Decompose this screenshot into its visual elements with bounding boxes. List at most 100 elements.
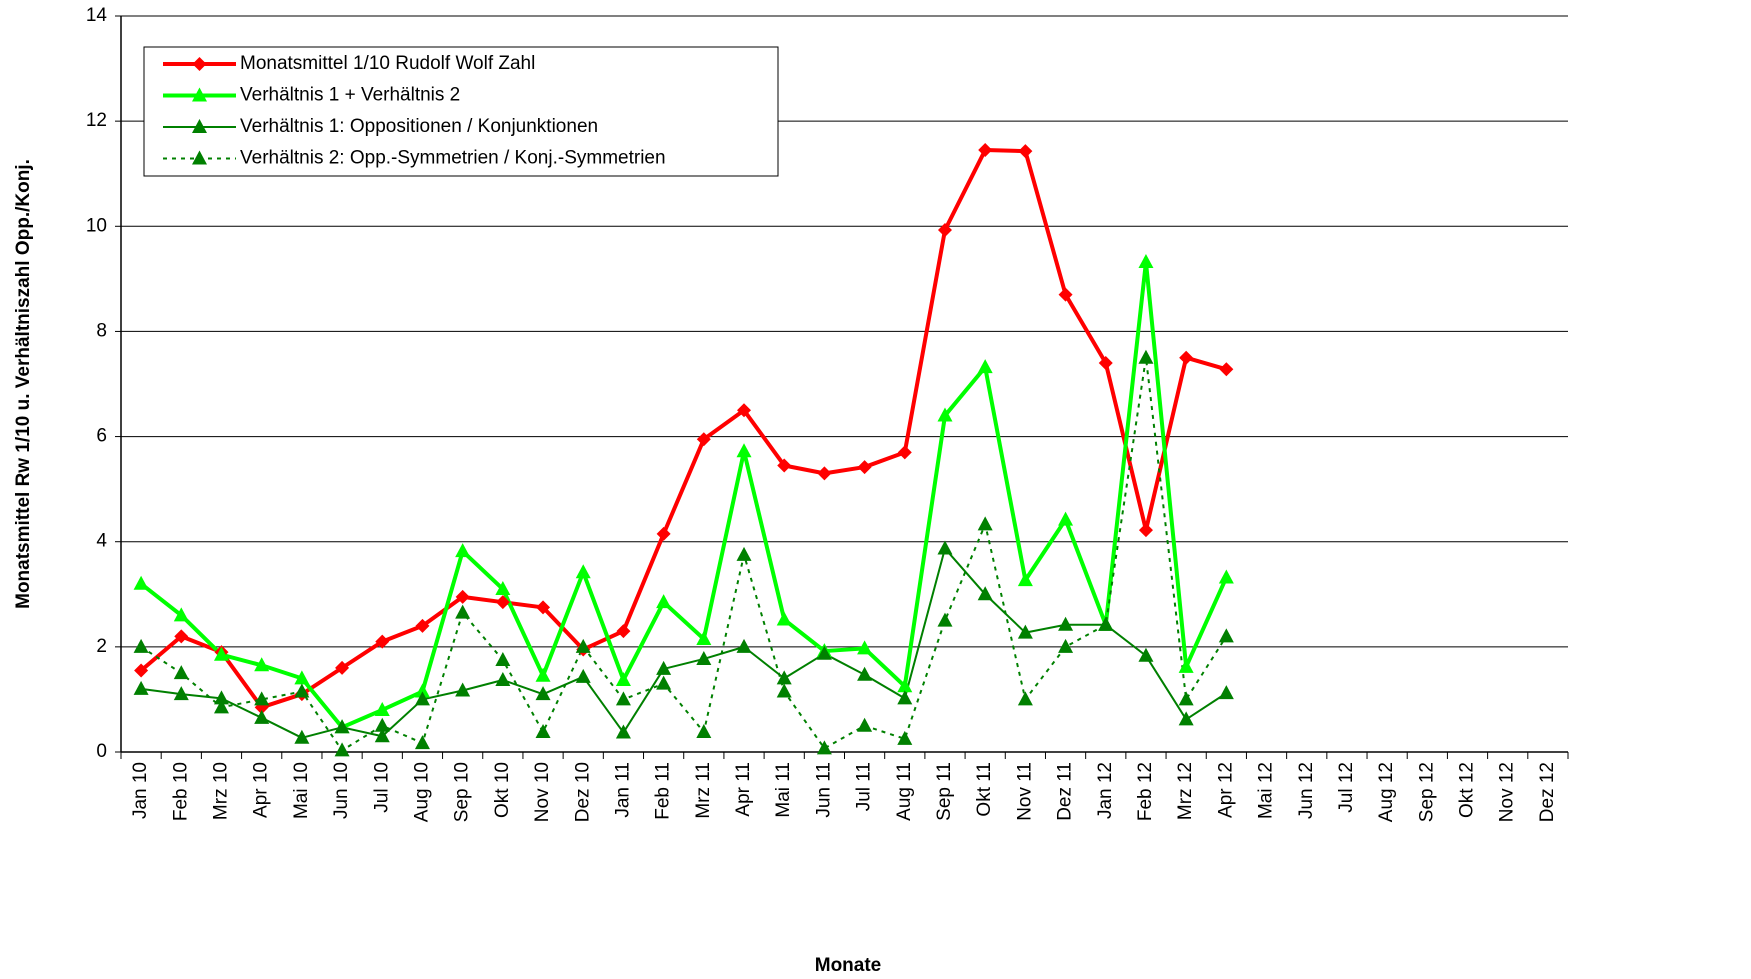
marker — [736, 443, 752, 458]
x-tick-label: Mrz 12 — [1175, 762, 1196, 820]
x-tick-label: Nov 12 — [1497, 762, 1518, 822]
legend-label: Verhältnis 1 + Verhältnis 2 — [240, 85, 460, 106]
marker — [1178, 711, 1194, 726]
marker — [455, 682, 471, 697]
marker — [897, 678, 913, 693]
marker — [1058, 616, 1074, 631]
marker — [294, 683, 310, 698]
x-tick-label: Sep 11 — [934, 762, 955, 821]
marker — [575, 668, 591, 683]
marker — [656, 660, 672, 675]
marker — [1218, 628, 1234, 643]
marker — [374, 717, 390, 732]
y-tick-label: 10 — [86, 215, 107, 236]
x-tick-label: Mai 10 — [291, 762, 312, 819]
x-tick-label: Apr 10 — [251, 762, 272, 818]
marker — [897, 445, 912, 460]
marker — [213, 690, 229, 705]
legend-label: Verhältnis 1: Oppositionen / Konjunktion… — [240, 116, 598, 137]
x-tick-label: Apr 11 — [733, 762, 754, 817]
series-line — [139, 148, 1227, 710]
y-tick-label: 4 — [96, 531, 107, 552]
marker — [375, 634, 390, 649]
x-tick-label: Aug 10 — [411, 762, 432, 822]
x-tick-label: Jul 10 — [371, 762, 392, 813]
marker — [455, 589, 470, 604]
marker — [535, 686, 551, 701]
marker — [615, 691, 631, 706]
marker — [937, 612, 953, 627]
marker — [897, 730, 913, 745]
marker — [696, 432, 711, 447]
marker — [133, 680, 149, 695]
marker — [335, 660, 350, 675]
marker — [696, 630, 712, 645]
x-tick-label: Dez 10 — [572, 762, 593, 822]
x-tick-label: Mrz 10 — [211, 762, 232, 820]
x-tick-label: Mai 12 — [1256, 762, 1277, 819]
marker — [173, 686, 189, 701]
y-tick-label: 2 — [96, 636, 107, 657]
marker — [1058, 287, 1073, 302]
marker — [1017, 624, 1033, 639]
marker — [777, 458, 792, 473]
marker — [414, 691, 430, 706]
marker — [937, 540, 953, 555]
marker — [656, 675, 672, 690]
marker — [1179, 350, 1194, 365]
marker — [1017, 691, 1033, 706]
y-tick-label: 14 — [86, 5, 108, 26]
marker — [1098, 616, 1114, 631]
marker — [173, 665, 189, 680]
marker — [294, 729, 310, 744]
series-line — [140, 356, 1228, 752]
y-tick-label: 8 — [96, 320, 107, 341]
marker — [173, 607, 189, 622]
marker — [192, 150, 207, 165]
marker — [1218, 685, 1234, 700]
x-tick-label: Feb 12 — [1135, 762, 1156, 821]
marker — [937, 407, 953, 422]
marker — [575, 638, 591, 653]
marker — [254, 691, 270, 706]
legend-box — [143, 46, 779, 177]
marker — [334, 719, 350, 734]
marker — [535, 724, 551, 739]
marker — [415, 618, 430, 633]
series-line — [140, 547, 1227, 739]
marker — [1138, 349, 1154, 364]
marker — [133, 575, 149, 590]
marker — [977, 586, 993, 601]
x-tick-label: Sep 12 — [1416, 762, 1437, 822]
marker — [575, 564, 591, 579]
marker — [455, 543, 471, 558]
marker — [736, 546, 752, 561]
marker — [1017, 572, 1033, 587]
x-axis-title: Monate — [815, 955, 882, 976]
marker — [857, 717, 873, 732]
marker — [1058, 511, 1074, 526]
x-tick-label: Aug 12 — [1376, 762, 1397, 822]
x-tick-label: Nov 10 — [532, 762, 553, 822]
marker — [816, 740, 832, 755]
marker — [133, 638, 149, 653]
x-tick-label: Jul 11 — [854, 762, 875, 811]
x-tick-label: Jan 10 — [130, 762, 151, 819]
marker — [254, 709, 270, 724]
y-tick-label: 0 — [96, 741, 107, 762]
marker — [1018, 144, 1033, 159]
marker — [294, 670, 310, 685]
x-tick-label: Feb 11 — [653, 762, 674, 820]
marker — [1058, 638, 1074, 653]
x-tick-label: Jun 12 — [1296, 762, 1317, 819]
x-tick-label: Okt 12 — [1457, 762, 1478, 818]
marker — [174, 629, 189, 644]
marker — [535, 667, 551, 682]
marker — [1138, 523, 1153, 538]
marker — [696, 724, 712, 739]
marker — [374, 728, 390, 743]
y-tick-label: 12 — [86, 110, 107, 131]
marker — [495, 671, 511, 686]
marker — [192, 57, 207, 71]
